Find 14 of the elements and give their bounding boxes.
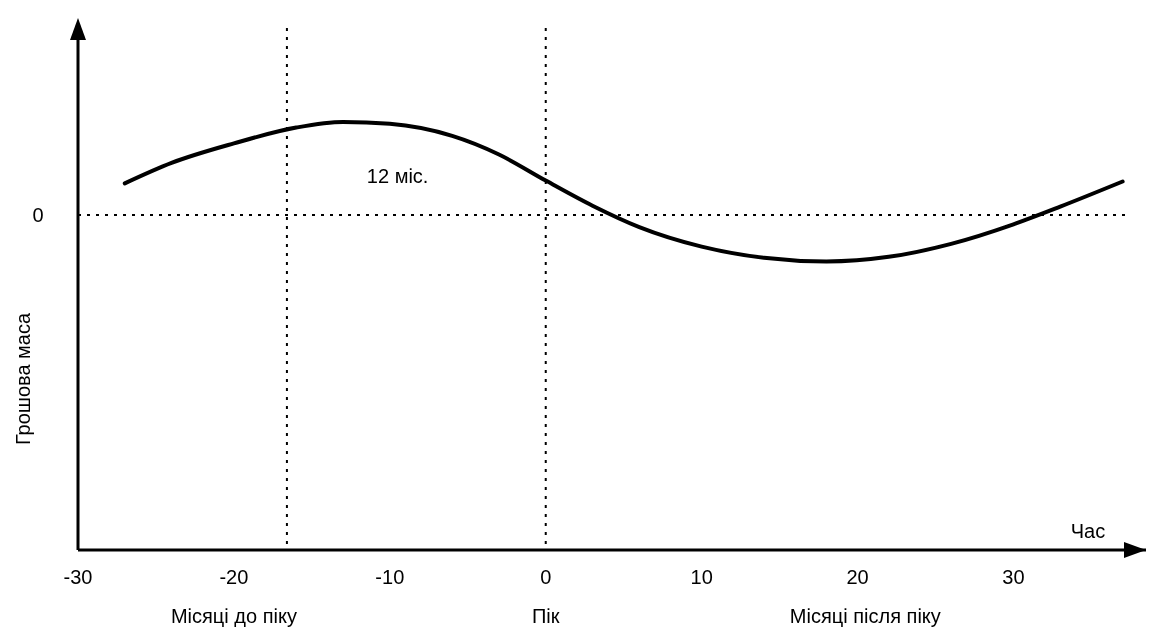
x-tick-label: 10 bbox=[690, 566, 713, 588]
x-tick-label: 30 bbox=[1002, 566, 1025, 588]
text: Пік bbox=[531, 605, 560, 627]
x-tick-label: -10 bbox=[375, 566, 405, 588]
ref-line-label: 0 bbox=[32, 204, 44, 226]
text: Місяці до піку bbox=[170, 605, 297, 627]
text: Місяці після піку bbox=[789, 605, 941, 627]
x-tick-label: -30 bbox=[63, 566, 93, 588]
y-axis-title: Грошова маса bbox=[12, 312, 34, 446]
x-tick-label: -20 bbox=[219, 566, 249, 588]
x-tick-label: 0 bbox=[540, 566, 552, 588]
annotation: 12 міс. bbox=[366, 164, 429, 187]
x-tick-label: 20 bbox=[846, 566, 869, 588]
x-axis-title: Час bbox=[1070, 520, 1106, 542]
